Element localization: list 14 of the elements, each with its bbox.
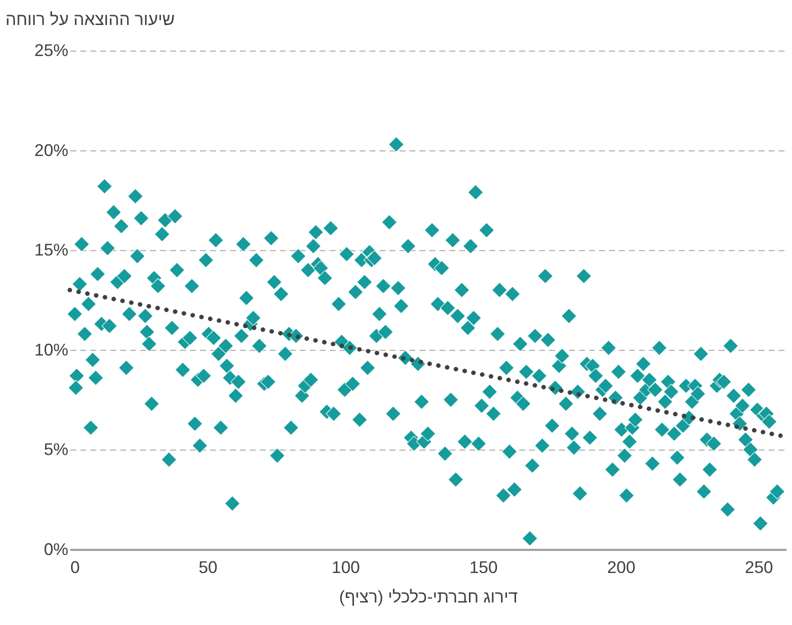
x-tick-label: 250 <box>744 558 774 577</box>
x-axis-title: דירוג חברתי-כלכלי (רציף) <box>339 588 518 607</box>
y-tick-label: 10% <box>34 340 68 360</box>
y-tick-label: 15% <box>34 240 68 260</box>
y-tick-label: 0% <box>44 540 68 559</box>
x-tick-label: 100 <box>332 558 360 577</box>
y-tick-label: 20% <box>34 140 68 160</box>
y-tick-label: 25% <box>34 41 68 60</box>
x-tick-label: 150 <box>469 558 498 577</box>
x-tick-label: 0 <box>70 558 80 577</box>
y-tick-label: 5% <box>44 440 68 460</box>
x-tick-label: 50 <box>198 558 218 577</box>
x-tick-label: 200 <box>607 558 636 577</box>
y-axis-title: שיעור ההוצאה על רווחה <box>5 10 175 30</box>
